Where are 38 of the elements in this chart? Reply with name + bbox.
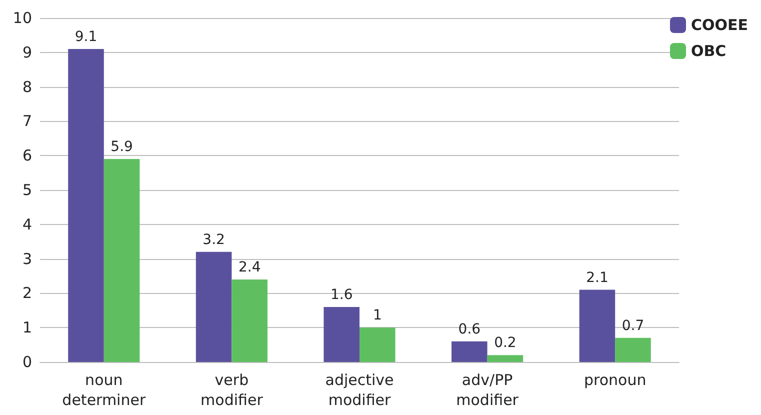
bar [452,341,488,362]
y-tick-label: 7 [22,112,32,130]
y-tick-label: 0 [22,353,32,371]
data-label: 1 [372,308,382,324]
data-label: 0.7 [622,318,644,334]
data-label: 2.1 [586,270,608,286]
legend-label: COOEE [690,16,748,34]
data-label: 0.6 [458,321,481,338]
x-tick-label: pronoun [584,371,646,389]
bar [360,328,396,362]
y-tick-label: 5 [22,181,32,199]
bar [579,290,616,362]
bar [104,159,140,362]
y-tick-label: 2 [22,284,32,302]
x-tick-label: noun determiner [62,371,146,409]
data-label: 0.2 [494,335,516,352]
legend-label: OBC [690,42,726,60]
x-tick-label: verb modifier [200,371,264,409]
bar [196,252,232,362]
y-tick-label: 6 [22,146,32,165]
y-tick-label: 1 [22,318,32,337]
data-label: 1.6 [330,286,353,303]
data-label: 3.2 [202,232,225,248]
bar [232,279,268,362]
x-tick-label: adjective modifier [325,371,394,409]
bar [68,48,104,362]
y-tick-label: 10 [12,9,32,27]
bar [615,338,651,362]
data-label: 5.9 [110,139,133,156]
y-tick-label: 8 [22,78,32,96]
data-label: 2.4 [238,259,261,276]
data-label: 9.1 [74,28,98,45]
y-tick-label: 9 [22,43,32,62]
y-tick-label: 3 [22,250,32,268]
bar [487,355,524,362]
y-tick-label: 4 [22,215,32,234]
x-tick-label: adv/PP modifier [456,371,520,409]
bar [324,306,360,362]
